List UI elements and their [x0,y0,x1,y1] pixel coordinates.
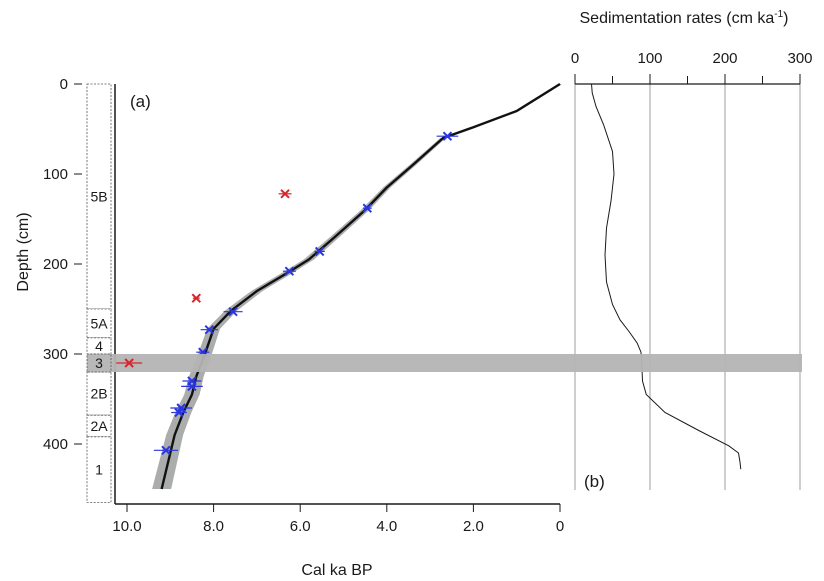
accepted-date-point-x-0 [442,131,453,141]
unit-box-2 [86,337,112,355]
unit-box-6 [86,436,112,503]
x-tick-label-2: 6.0 [290,518,311,535]
y-tick-label-4: 400 [43,436,68,453]
y-tick-label-2: 200 [43,256,68,273]
panel-a-age-depth: 10.0 8.0 6.0 4.0 2.0 0 0 100 200 300 400 5B 5A 4 2B 2A 1 [43,76,564,535]
unit-label-5: 2A [90,418,108,434]
accepted-date-point-x-4 [228,306,238,317]
unit-label-3: 3 [95,355,103,371]
rate-axis-title: Sedimentation rates (cm ka-1) [580,9,789,27]
rejected-date-point-x-1 [191,293,201,303]
unit-box-4 [86,371,112,416]
x-tick-label-4: 2.0 [463,518,484,535]
rate-axis-title-superscript: -1 [774,9,783,20]
unit-label-4: 2B [90,386,107,402]
panel-b-sedimentation-rate: 0 100 200 300 [571,50,813,490]
x-axis-title: Cal ka BP [301,562,372,579]
accepted-date-point-x-8 [187,381,197,392]
unit-label-1: 5A [90,315,108,331]
x-tick-label-0: 10.0 [112,518,141,535]
unit-label-2: 4 [95,338,103,354]
unit-label-0: 5B [90,189,107,205]
y-axis-title: Depth (cm) [15,212,32,291]
model-median-line [160,82,561,490]
accepted-date-point-x-11 [161,445,171,456]
accepted-date-point-x-3 [284,266,295,276]
unit-box-3 [86,353,112,373]
unit-label-6: 1 [95,462,103,478]
y-tick-label-0: 0 [60,76,68,93]
y-tick-label-3: 300 [43,346,68,363]
rate-tick-label-3: 300 [787,50,812,67]
sedimentation-rate-line [591,83,742,470]
rate-tick-label-0: 0 [571,50,579,67]
highlight-band-unit-3 [87,354,802,372]
x-tick-label-1: 8.0 [203,518,224,535]
rate-axis-title-close: ) [783,10,788,27]
panel-a-label: (a) [130,92,151,111]
rejected-date-point-x-0 [280,189,290,199]
accepted-date-point-x-2 [314,246,325,257]
x-tick-label-3: 4.0 [376,518,397,535]
panel-b-label: (b) [584,472,605,491]
rate-axis-title-main: Sedimentation rates (cm ka [580,10,775,27]
accepted-date-point-x-1 [362,203,373,213]
unit-box-0 [86,83,112,310]
rejected-date-point-x-2 [124,358,134,368]
model-uncertainty-envelope [152,84,562,489]
accepted-date-point-x-10 [174,407,184,418]
rate-tick-label-2: 200 [712,50,737,67]
y-tick-label-1: 100 [43,166,68,183]
rate-tick-label-1: 100 [637,50,662,67]
x-tick-label-5: 0 [556,518,564,535]
accepted-date-point-x-5 [204,324,214,335]
